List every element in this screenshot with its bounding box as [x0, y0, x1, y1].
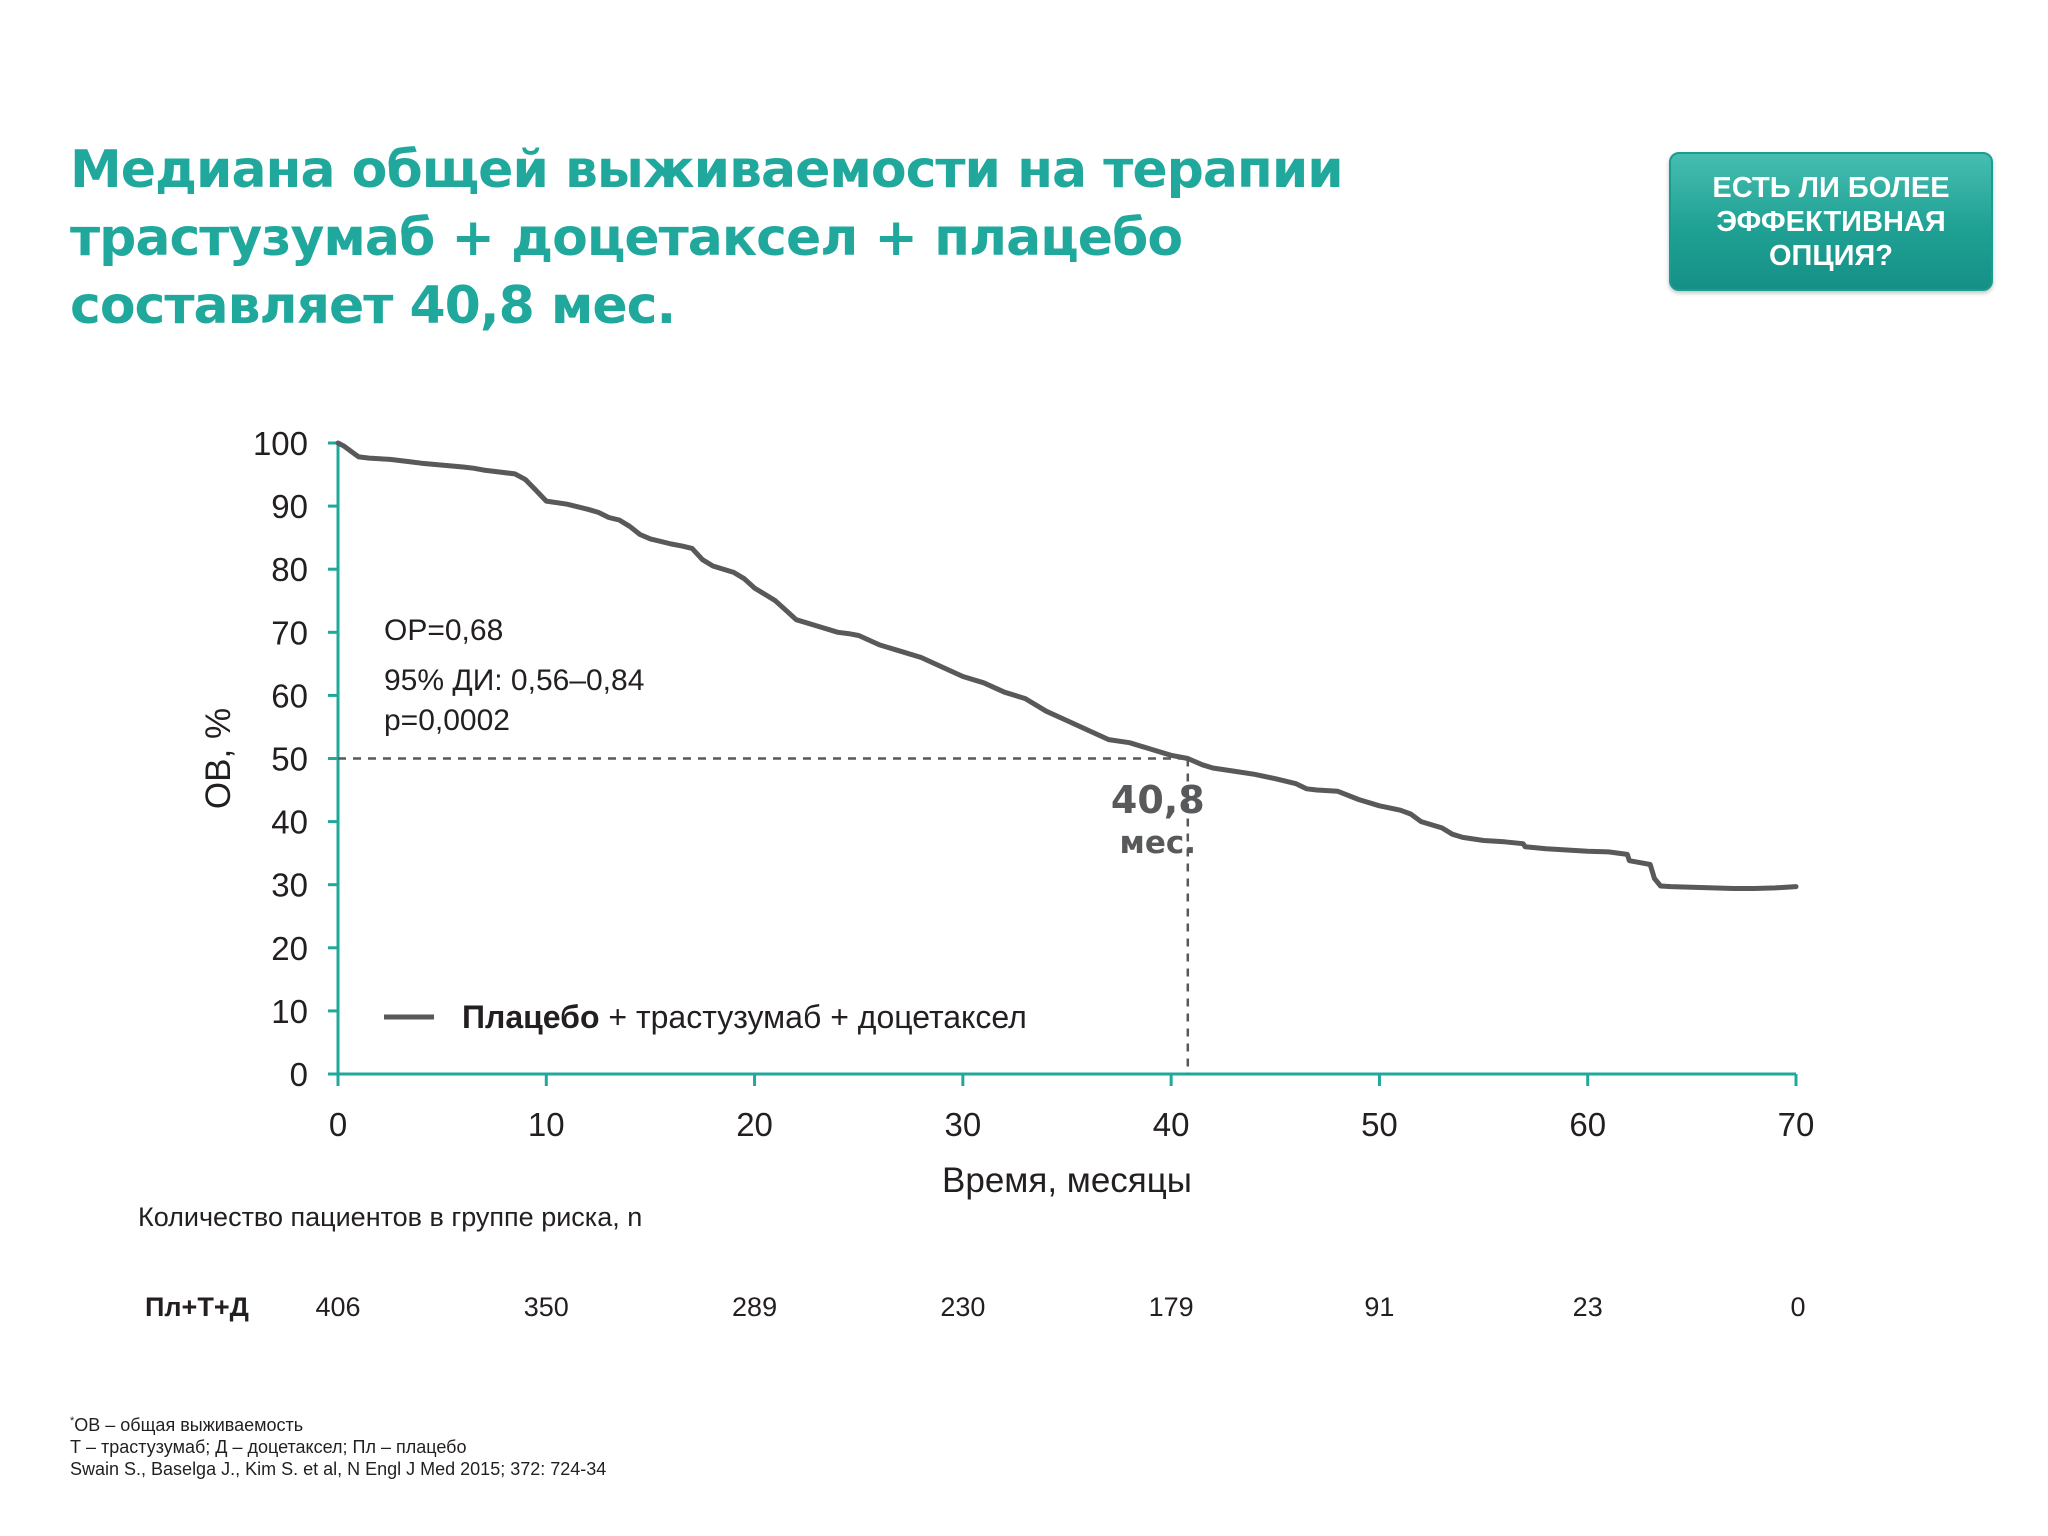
title-line-3: составляет 40,8 мес.	[70, 276, 676, 336]
x-tick-label: 50	[1361, 1106, 1398, 1143]
y-tick-label: 80	[271, 551, 308, 588]
footnote-line-1-text: ОВ – общая выживаемость	[74, 1415, 304, 1435]
risk-value: 230	[940, 1292, 986, 1322]
risk-value: 0	[1790, 1292, 1806, 1322]
y-tick-label: 50	[271, 741, 308, 778]
footnote-line-2: Т – трастузумаб; Д – доцетаксел; Пл – пл…	[70, 1437, 467, 1457]
y-tick-label: 10	[271, 993, 308, 1030]
median-unit-label: мес.	[1120, 825, 1197, 861]
x-tick-label: 30	[944, 1106, 981, 1143]
stats-annotation: 95% ДИ: 0,56–0,84	[384, 664, 644, 697]
x-axis-label: Время, месяцы	[942, 1161, 1192, 1200]
x-tick-label: 70	[1778, 1106, 1815, 1143]
x-tick-label: 20	[736, 1106, 773, 1143]
risk-table-title: Количество пациентов в группе риска, n	[138, 1202, 643, 1232]
more-effective-option-button[interactable]: ЕСТЬ ЛИ БОЛЕЕ ЭФФЕКТИВНАЯ ОПЦИЯ?	[1669, 152, 1993, 291]
y-tick-label: 40	[271, 804, 308, 841]
risk-value: 23	[1572, 1292, 1603, 1322]
risk-value: 289	[732, 1292, 778, 1322]
footnote-line-3: Swain S., Baselga J., Kim S. et al, N En…	[70, 1459, 607, 1479]
median-value-label: 40,8	[1111, 778, 1205, 822]
footnotes: *ОВ – общая выживаемость Т – трастузумаб…	[70, 1410, 606, 1480]
risk-value: 350	[523, 1292, 569, 1322]
page-title: Медиана общей выживаемости на терапии тр…	[70, 136, 1344, 340]
y-tick-label: 60	[271, 677, 308, 714]
y-tick-label: 70	[271, 614, 308, 651]
stats-annotation: p=0,0002	[384, 704, 510, 737]
footnote-mark: *	[70, 1415, 75, 1427]
legend-label-bold: Плацебо	[462, 999, 599, 1035]
x-tick-label: 60	[1569, 1106, 1606, 1143]
title-line-1: Медиана общей выживаемости на терапии	[70, 140, 1344, 200]
risk-value: 91	[1364, 1292, 1395, 1322]
legend-label-rest: + трастузумаб + доцетаксел	[599, 999, 1026, 1035]
y-tick-label: 100	[253, 425, 308, 462]
x-tick-label: 10	[528, 1106, 565, 1143]
risk-row-label: Пл+Т+Д	[145, 1292, 249, 1322]
y-tick-label: 30	[271, 867, 308, 904]
y-tick-label: 20	[271, 930, 308, 967]
footnote-line-1: *ОВ – общая выживаемость	[70, 1410, 606, 1436]
survival-curve-line	[335, 440, 1799, 891]
legend-label: Плацебо + трастузумаб + доцетаксел	[462, 999, 1027, 1035]
risk-value: 406	[315, 1292, 361, 1322]
stats-annotation: ОР=0,68	[384, 614, 503, 647]
risk-value: 179	[1148, 1292, 1194, 1322]
y-axis-label: ОВ, %	[199, 708, 238, 809]
y-tick-label: 0	[290, 1056, 308, 1093]
title-line-2: трастузумаб + доцетаксел + плацебо	[70, 208, 1183, 268]
more-effective-option-label: ЕСТЬ ЛИ БОЛЕЕ ЭФФЕКТИВНАЯ ОПЦИЯ?	[1712, 171, 1950, 272]
x-tick-label: 0	[329, 1106, 347, 1143]
y-tick-label: 90	[271, 488, 308, 525]
x-tick-label: 40	[1153, 1106, 1190, 1143]
